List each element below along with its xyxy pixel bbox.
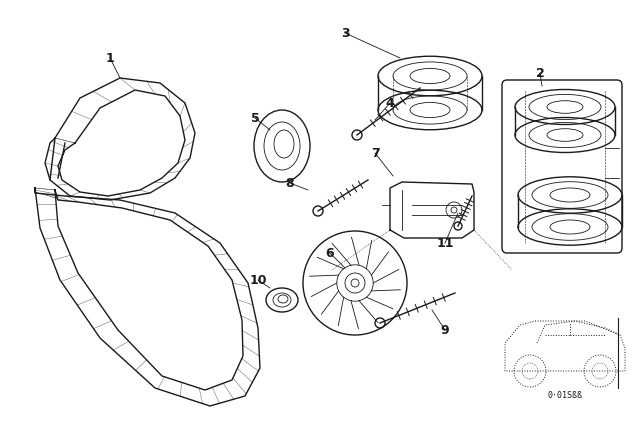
Text: 11: 11 [436, 237, 454, 250]
Circle shape [454, 222, 462, 230]
Circle shape [313, 206, 323, 216]
Text: 2: 2 [536, 66, 545, 79]
Text: 1: 1 [106, 52, 115, 65]
Text: 7: 7 [371, 146, 380, 159]
Text: 10: 10 [249, 273, 267, 287]
Text: 0·01Sßß: 0·01Sßß [547, 391, 582, 400]
Text: 6: 6 [326, 246, 334, 259]
Text: 5: 5 [251, 112, 259, 125]
Circle shape [352, 130, 362, 140]
Text: 3: 3 [340, 26, 349, 39]
Text: 8: 8 [285, 177, 294, 190]
Text: 4: 4 [386, 96, 394, 109]
Text: 9: 9 [441, 323, 449, 336]
Circle shape [375, 318, 385, 328]
